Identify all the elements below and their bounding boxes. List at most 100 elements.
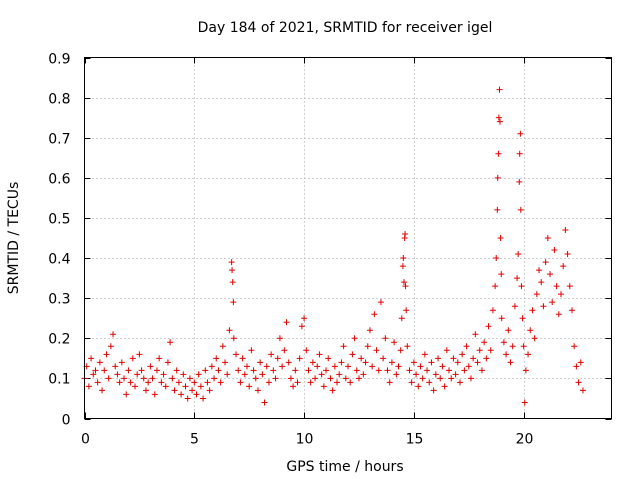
data-point — [377, 299, 384, 306]
data-point — [331, 363, 338, 370]
y-tick-label: 0.2 — [48, 332, 70, 348]
data-point — [498, 271, 505, 278]
data-point — [217, 379, 224, 386]
data-point — [562, 226, 569, 233]
data-point — [229, 267, 236, 274]
data-point — [257, 359, 264, 366]
y-tick-label: 0.6 — [48, 172, 70, 188]
data-point — [511, 303, 518, 310]
y-tick-label: 0.4 — [48, 252, 70, 268]
y-tick-label: 0.9 — [48, 52, 70, 68]
y-tick-label: 0.7 — [48, 132, 70, 148]
data-point — [145, 379, 152, 386]
data-point — [467, 375, 474, 382]
data-point — [307, 379, 314, 386]
data-point — [140, 375, 147, 382]
data-point — [443, 347, 450, 354]
data-point — [202, 367, 209, 374]
data-point — [309, 359, 316, 366]
data-point — [248, 347, 255, 354]
x-tick-label: 20 — [516, 432, 534, 448]
data-point — [342, 375, 349, 382]
data-point — [358, 355, 365, 362]
data-point — [450, 355, 457, 362]
data-point — [476, 347, 483, 354]
data-point — [518, 283, 525, 290]
data-point — [94, 379, 101, 386]
data-point — [158, 379, 165, 386]
data-point — [571, 343, 578, 350]
data-point — [138, 367, 145, 374]
data-point — [521, 399, 528, 406]
data-point — [283, 319, 290, 326]
data-point — [400, 255, 407, 262]
data-point — [522, 367, 529, 374]
data-point — [371, 311, 378, 318]
chart-title: Day 184 of 2021, SRMTID for receiver ige… — [198, 20, 493, 36]
x-axis-label: GPS time / hours — [286, 459, 403, 475]
data-point — [136, 351, 143, 358]
data-point — [274, 355, 281, 362]
data-point — [292, 367, 299, 374]
data-point — [384, 367, 391, 374]
data-point — [222, 359, 229, 366]
data-point — [493, 255, 500, 262]
data-point — [487, 347, 494, 354]
data-point — [182, 383, 189, 390]
data-point — [441, 383, 448, 390]
y-tick-label: 0.8 — [48, 92, 70, 108]
data-point — [575, 379, 582, 386]
data-point — [529, 307, 536, 314]
data-point — [494, 206, 501, 213]
data-point — [402, 283, 409, 290]
data-point — [118, 359, 125, 366]
data-point — [237, 379, 244, 386]
data-point — [208, 363, 215, 370]
data-point — [398, 315, 405, 322]
data-point — [373, 347, 380, 354]
data-point — [517, 130, 524, 137]
data-point — [560, 263, 567, 270]
data-point — [408, 379, 415, 386]
data-point — [211, 375, 218, 382]
data-point — [149, 375, 156, 382]
data-point — [121, 375, 128, 382]
x-tick-label: 10 — [296, 432, 314, 448]
data-point — [497, 235, 504, 241]
data-point — [250, 367, 257, 374]
data-point — [334, 379, 341, 386]
data-point — [538, 279, 545, 286]
data-point — [542, 259, 549, 266]
data-point — [252, 375, 259, 382]
data-point — [123, 391, 130, 398]
data-point — [298, 323, 305, 330]
data-point — [184, 395, 191, 402]
data-point — [329, 387, 336, 394]
data-point — [243, 363, 250, 370]
data-point — [421, 351, 428, 358]
data-point — [461, 367, 468, 374]
plot-frame — [84, 57, 612, 419]
data-point — [495, 150, 502, 157]
data-point — [446, 367, 453, 374]
data-point — [276, 335, 283, 342]
data-point — [294, 379, 301, 386]
data-point — [474, 359, 481, 366]
data-point — [456, 379, 463, 386]
data-point — [492, 283, 499, 290]
y-axis-label: SRMTID / TECUs — [6, 182, 22, 295]
data-point — [261, 399, 268, 406]
data-point — [285, 359, 292, 366]
data-point — [500, 339, 507, 346]
data-point — [195, 371, 202, 378]
data-point — [268, 351, 275, 358]
data-point — [347, 379, 354, 386]
data-point — [318, 371, 325, 378]
data-point — [531, 335, 538, 342]
data-point — [489, 307, 496, 314]
data-point — [105, 375, 112, 382]
data-point — [213, 355, 220, 362]
data-point — [153, 367, 160, 374]
data-point — [555, 311, 562, 318]
data-point — [85, 383, 92, 390]
